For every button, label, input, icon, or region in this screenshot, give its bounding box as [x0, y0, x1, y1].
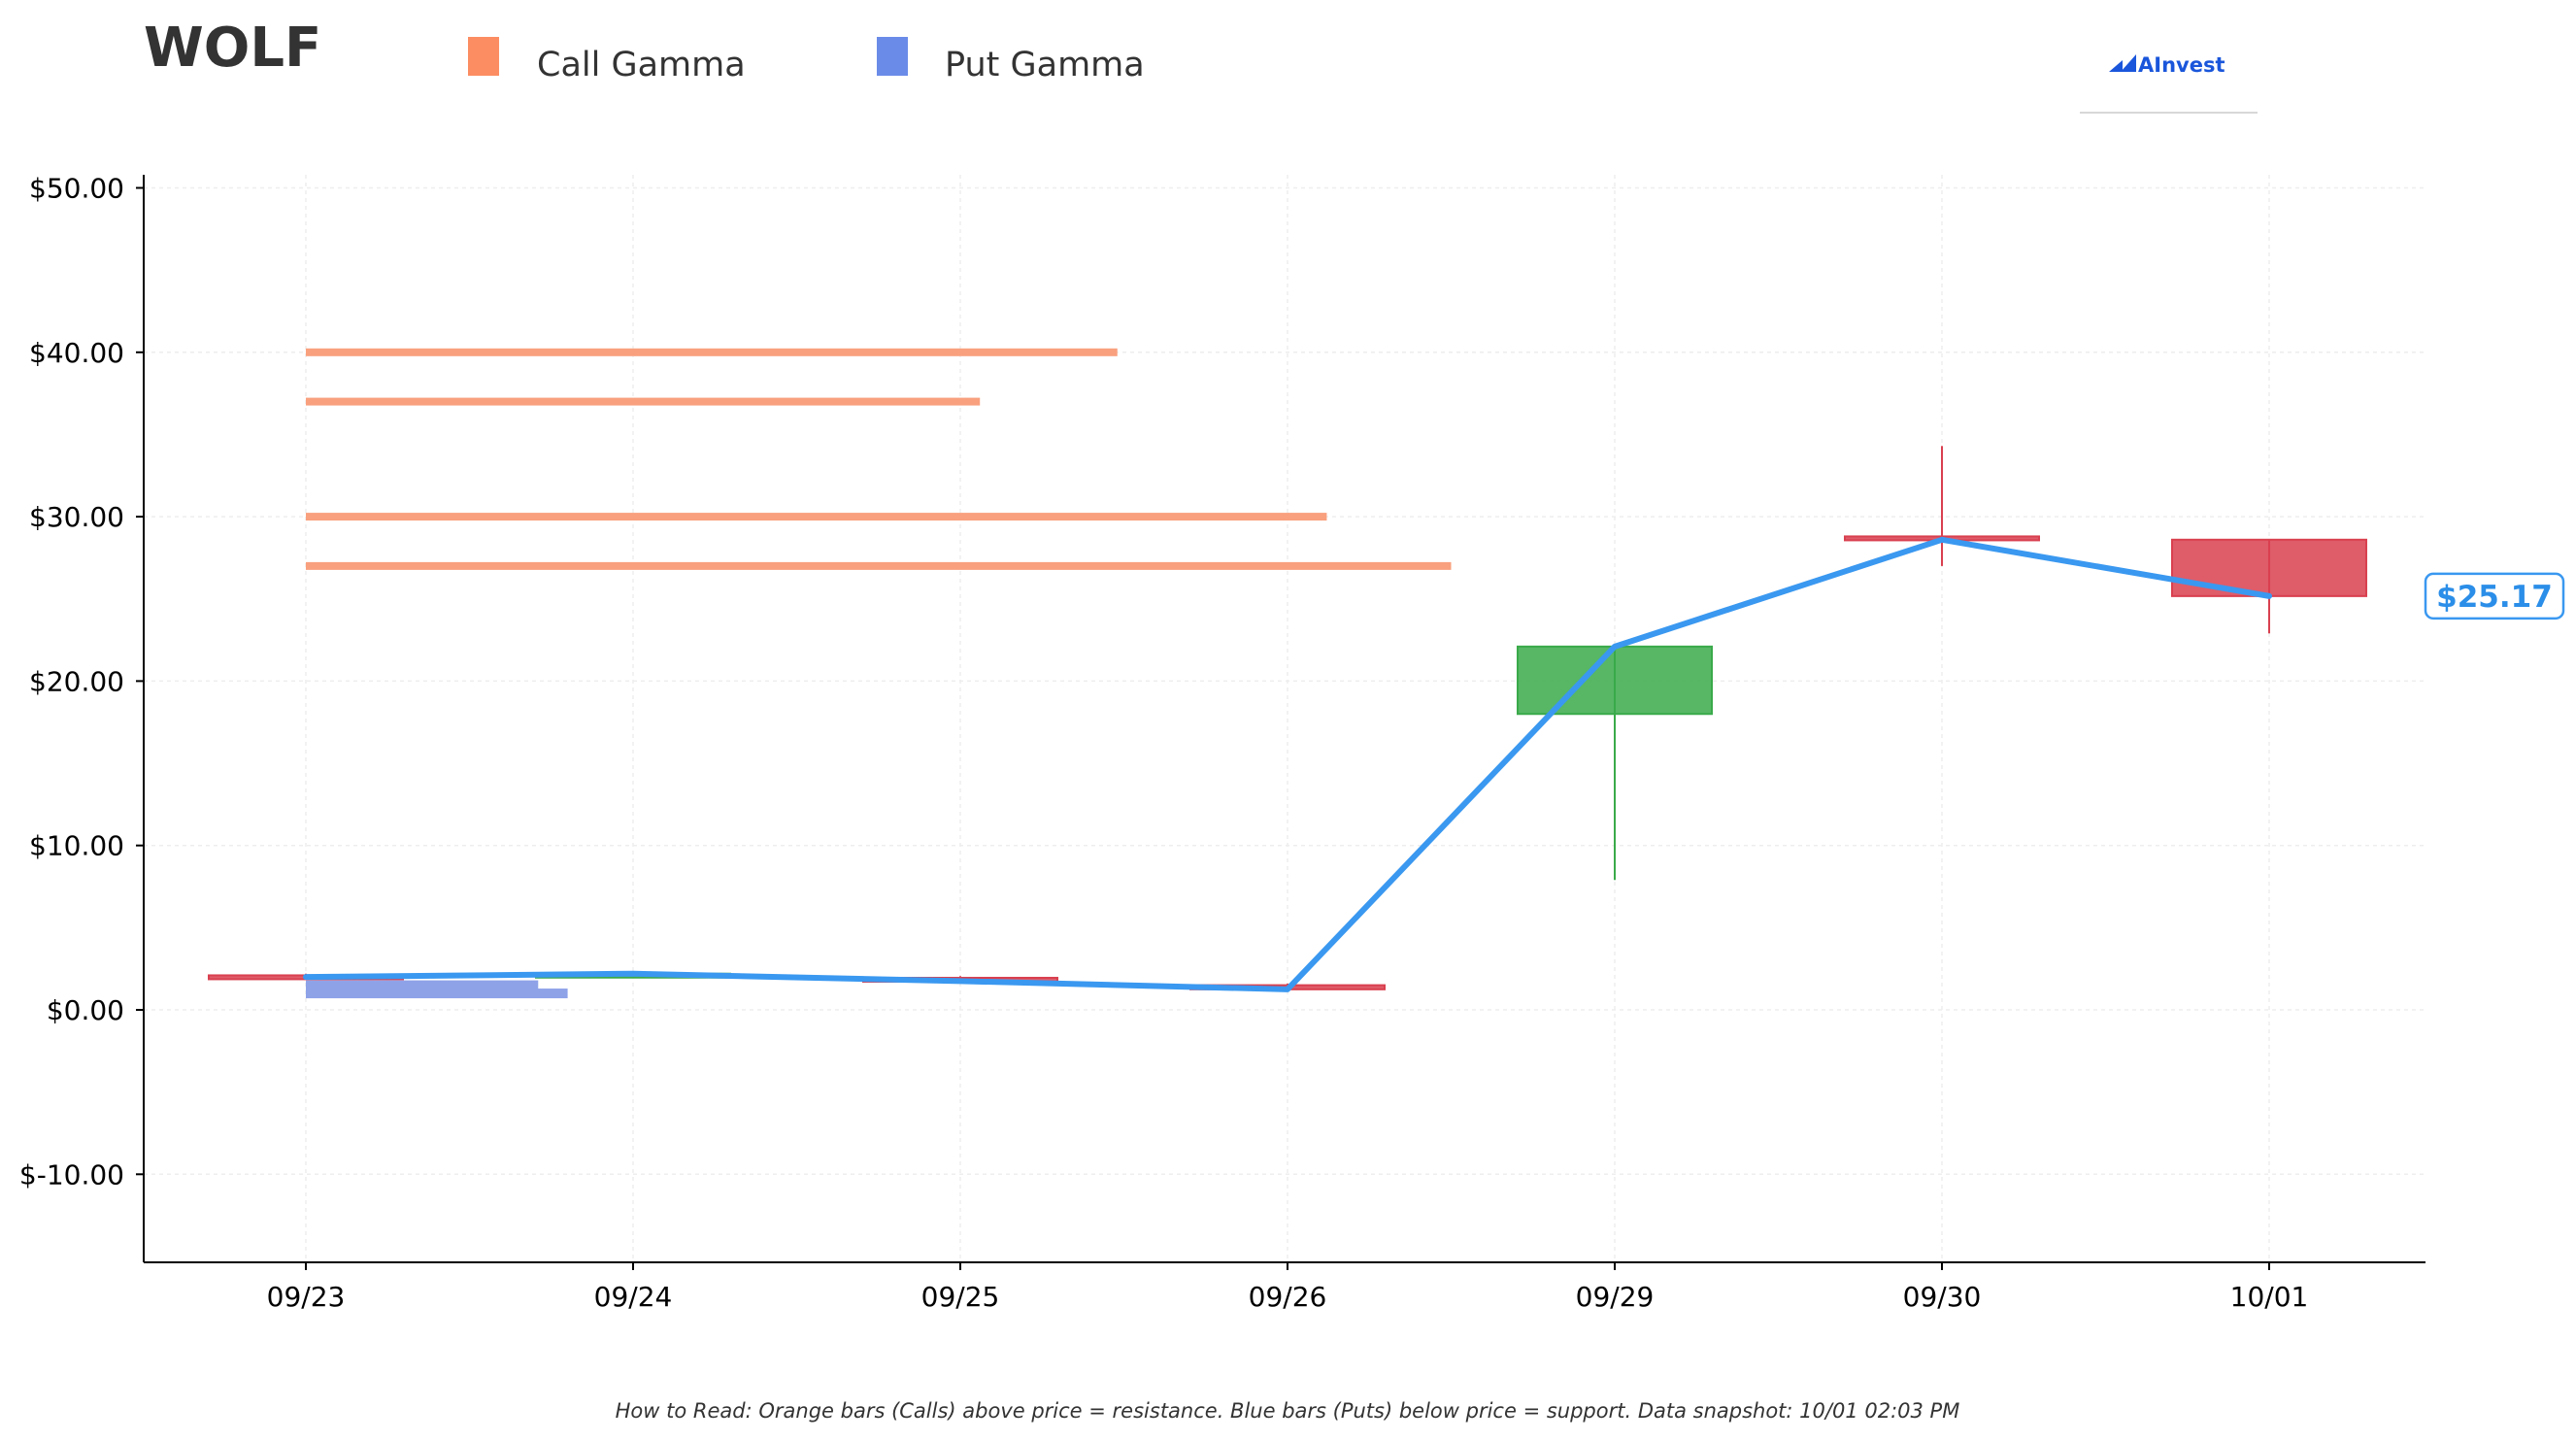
y-tick-label: $40.00	[29, 337, 124, 369]
x-tick-label: 09/25	[921, 1281, 1000, 1313]
y-tick-label: $-10.00	[19, 1158, 124, 1190]
legend-swatch-put	[877, 37, 908, 76]
call-gamma-bar	[306, 513, 1327, 521]
candle-body	[1517, 645, 1713, 716]
legend-label-put: Put Gamma	[945, 46, 1145, 84]
last-price-box	[2424, 572, 2565, 620]
x-tick-label: 09/26	[1249, 1281, 1327, 1313]
y-tick-label: $30.00	[29, 501, 124, 533]
call-gamma-bar	[306, 348, 1118, 356]
call-gamma-bar	[306, 561, 1452, 570]
candle-body	[2171, 538, 2367, 597]
y-tick-label: $10.00	[29, 830, 124, 862]
last-price-label: $25.17	[2436, 580, 2553, 615]
y-tick-label: $20.00	[29, 665, 124, 697]
put-gamma-bar	[306, 980, 539, 990]
x-tick-label: 10/01	[2230, 1281, 2309, 1313]
x-tick-label: 09/24	[594, 1281, 673, 1313]
x-tick-label: 09/30	[1903, 1281, 1982, 1313]
logo-mark-icon-2	[2121, 54, 2136, 72]
gamma-layer	[306, 348, 1452, 999]
y-tick-label: $0.00	[47, 994, 124, 1026]
last-price-layer: $25.17	[2424, 572, 2565, 620]
put-gamma-bar	[306, 989, 568, 999]
legend-label-call: Call Gamma	[537, 46, 746, 84]
call-gamma-bar	[306, 397, 981, 406]
ainvest-logo: AInvest	[2109, 53, 2225, 77]
logo-mark-icon	[2109, 60, 2123, 72]
close-line-layer	[303, 536, 2272, 992]
axis-layer: $-10.00 $0.00 $10.00 $20.00 $30.00 $40.00 $50.…	[19, 173, 2425, 1313]
chart-title: WOLF	[144, 17, 321, 80]
footnote: How to Read: Orange bars (Calls) above p…	[616, 1399, 1960, 1423]
close-price-line	[303, 536, 2272, 992]
legend-swatch-call	[468, 37, 499, 76]
x-tick-label: 09/29	[1576, 1281, 1655, 1313]
logo-text: AInvest	[2138, 53, 2225, 77]
x-tick-label: 09/23	[267, 1281, 346, 1313]
y-tick-label: $50.00	[29, 173, 124, 205]
